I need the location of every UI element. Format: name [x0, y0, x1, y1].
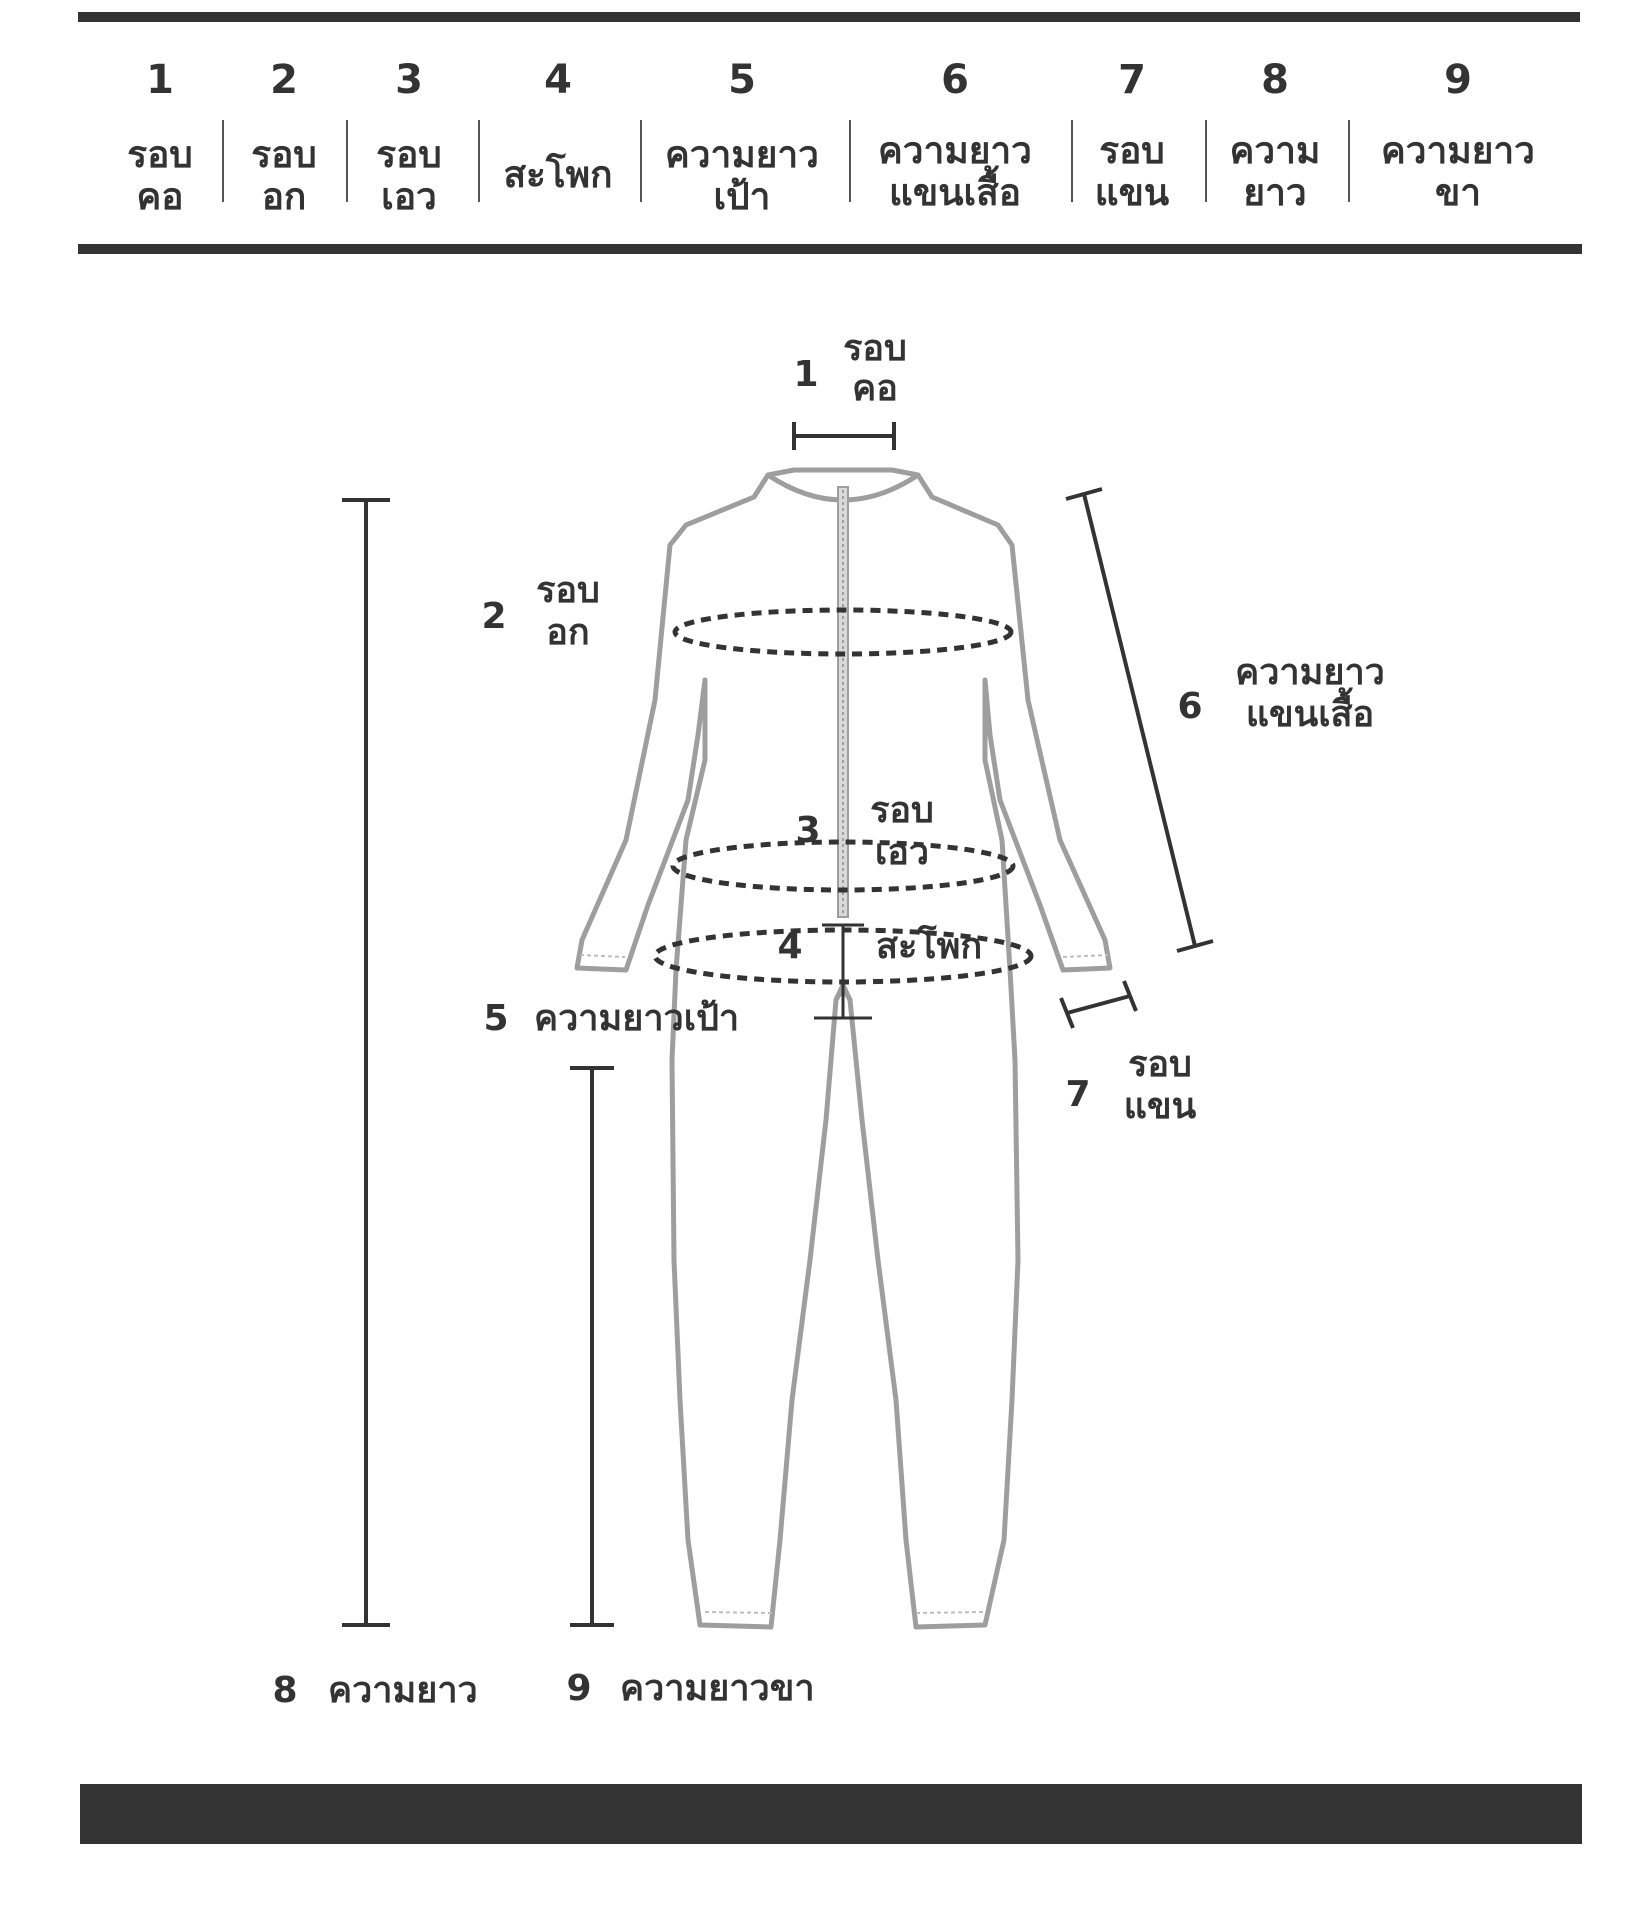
header-col-5-label-line1: ความยาว — [665, 133, 819, 176]
left-hem-stitch — [704, 1611, 773, 1614]
header-col-5: 5 ความยาว เป้า — [665, 58, 819, 218]
header-col-3-number: 3 — [395, 57, 423, 103]
crotch-label-text: ความยาวเป้า — [534, 998, 739, 1039]
header-col-2-label-line1: รอบ — [251, 133, 317, 176]
waist-label-number: 3 — [795, 810, 820, 851]
header-col-7: 7 รอบ แขน — [1095, 58, 1169, 214]
right-hem-stitch — [915, 1611, 984, 1614]
waist-measure-ellipse — [670, 839, 1016, 893]
header-col-8-label-line2: ยาว — [1243, 171, 1307, 214]
header-col-6-number: 6 — [941, 57, 969, 103]
header-col-5-number: 5 — [728, 57, 756, 103]
header-col-1-label-line1: รอบ — [127, 133, 193, 176]
sleeve-label-line2: แขนเสื้อ — [1246, 687, 1374, 735]
chest-label-line2: อก — [546, 612, 589, 653]
neck-label-line2: คอ — [852, 368, 898, 409]
header-col-3: 3 รอบ เอว — [376, 58, 442, 218]
header-col-9-number: 9 — [1444, 57, 1472, 103]
header-col-8-number: 8 — [1261, 57, 1289, 103]
header-col-9-label-line2: ขา — [1434, 171, 1482, 214]
header-col-9-label-line1: ความยาว — [1381, 129, 1535, 172]
header-col-8: 8 ความ ยาว — [1230, 58, 1321, 214]
neck-measure-bracket — [792, 422, 896, 450]
hip-label-text: สะโพก — [876, 924, 982, 967]
header-top-rule — [78, 12, 1580, 22]
header-col-1-number: 1 — [146, 57, 174, 103]
header-col-5-label-line2: เป้า — [713, 175, 771, 218]
neck-label-number: 1 — [793, 354, 818, 395]
arm-label-line1: รอบ — [1128, 1044, 1192, 1085]
header-col-9: 9 ความยาว ขา — [1381, 58, 1535, 214]
sleeve-label-number: 6 — [1177, 686, 1202, 727]
header-separator — [1205, 120, 1207, 202]
sleeve-label-line1: ความยาว — [1235, 652, 1385, 693]
header-separator — [640, 120, 642, 202]
header-separator — [849, 120, 851, 202]
header-col-3-label-line1: รอบ — [376, 133, 442, 176]
arm-label-number: 7 — [1065, 1074, 1090, 1115]
neck-label-line1: รอบ — [843, 328, 907, 369]
header-col-6-label-line2: แขนเสื้อ — [889, 171, 1021, 214]
arm-label-line2: แขน — [1124, 1086, 1197, 1127]
sleeve-measure-line — [1065, 487, 1214, 953]
header-col-1-label-line2: คอ — [136, 175, 184, 218]
header-col-4-number: 4 — [544, 57, 572, 103]
length-label-text: ความยาว — [328, 1670, 478, 1711]
zipper — [837, 486, 849, 918]
right-cuff-stitch — [1062, 954, 1109, 958]
header-col-7-number: 7 — [1118, 57, 1146, 103]
header-col-2-label-line2: อก — [261, 175, 307, 218]
header-col-6-label-line1: ความยาว — [878, 129, 1032, 172]
header-col-8-label-line1: ความ — [1229, 129, 1321, 172]
header-col-3-label-line2: เอว — [381, 175, 437, 218]
header-col-4: 4 สะโพก — [503, 58, 612, 196]
header-separator — [346, 120, 348, 202]
garment-body-outline — [574, 467, 1113, 1630]
header-col-2-number: 2 — [270, 57, 298, 103]
cuff-stitching — [579, 954, 1109, 1614]
length-label-number: 8 — [272, 1670, 297, 1711]
header-separator — [222, 120, 224, 202]
header-col-7-label-line2: แขน — [1094, 171, 1170, 214]
arm-measure-bracket — [1059, 980, 1138, 1029]
header-bottom-rule — [78, 244, 1582, 254]
header-separator — [478, 120, 480, 202]
inseam-measure-line — [570, 1066, 614, 1627]
left-cuff-stitch — [579, 954, 626, 958]
chest-label-number: 2 — [481, 596, 506, 637]
header-col-7-label-line1: รอบ — [1099, 129, 1165, 172]
header-col-4-label-line1: สะโพก — [503, 153, 613, 196]
chest-label-line1: รอบ — [536, 570, 600, 611]
chest-measure-ellipse — [672, 607, 1014, 657]
header-col-6: 6 ความยาว แขนเสื้อ — [878, 58, 1032, 214]
footer-bar — [80, 1784, 1582, 1844]
hip-label-number: 4 — [777, 926, 802, 967]
header-separator — [1348, 120, 1350, 202]
waist-label-line1: รอบ — [870, 790, 934, 831]
crotch-measure-bracket — [814, 923, 872, 1020]
waist-label-line2: เอว — [875, 832, 929, 873]
header-col-2: 2 รอบ อก — [251, 58, 317, 218]
crotch-label-number: 5 — [483, 998, 508, 1039]
header-col-1: 1 รอบ คอ — [127, 58, 193, 218]
inseam-label-text: ความยาวขา — [620, 1668, 815, 1709]
inseam-label-number: 9 — [566, 1668, 591, 1709]
header-separator — [1071, 120, 1073, 202]
length-measure-line — [342, 498, 390, 1627]
